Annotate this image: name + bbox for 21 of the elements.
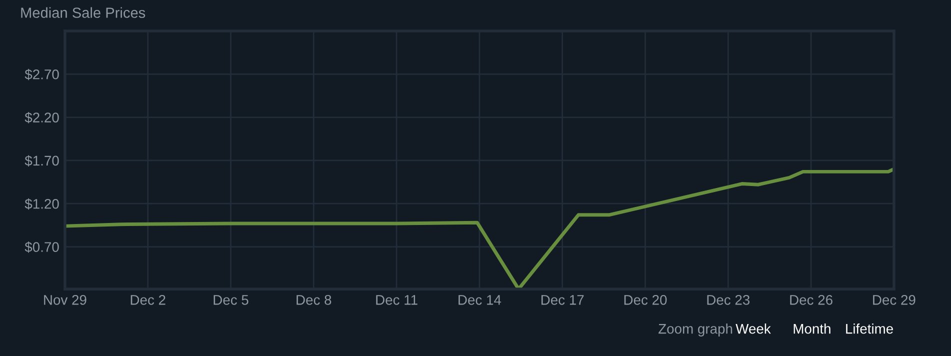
x-tick-label: Dec 5 xyxy=(214,295,248,305)
text: Lifetime xyxy=(846,324,893,334)
x-tick-label: Dec 11 xyxy=(376,295,418,305)
x-tick-label: Dec 2 xyxy=(130,294,166,305)
text: Week xyxy=(736,324,771,334)
x-tick-label: Dec 23 xyxy=(707,294,750,305)
x-tick-label: Dec 17 xyxy=(541,295,584,305)
y-tick-label: $1.20 xyxy=(24,198,59,210)
text: Zoom graph xyxy=(658,324,732,336)
x-tick-label: Dec 8 xyxy=(296,294,332,305)
x-tick-label: Dec 14 xyxy=(458,295,502,305)
x-tick-label: Nov 29 xyxy=(44,294,86,305)
x-tick-label: Dec 26 xyxy=(790,294,832,305)
text: Month xyxy=(794,324,830,334)
y-tick-label: $0.70 xyxy=(24,242,59,253)
y-tick-label: $1.70 xyxy=(24,155,59,166)
chart-title: Median Sale Prices xyxy=(21,7,146,18)
y-tick-label: $2.20 xyxy=(24,112,59,124)
x-tick-label: Dec 20 xyxy=(624,294,667,305)
y-tick-label: $2.70 xyxy=(24,68,59,80)
x-tick-label: Dec 29 xyxy=(873,294,916,305)
